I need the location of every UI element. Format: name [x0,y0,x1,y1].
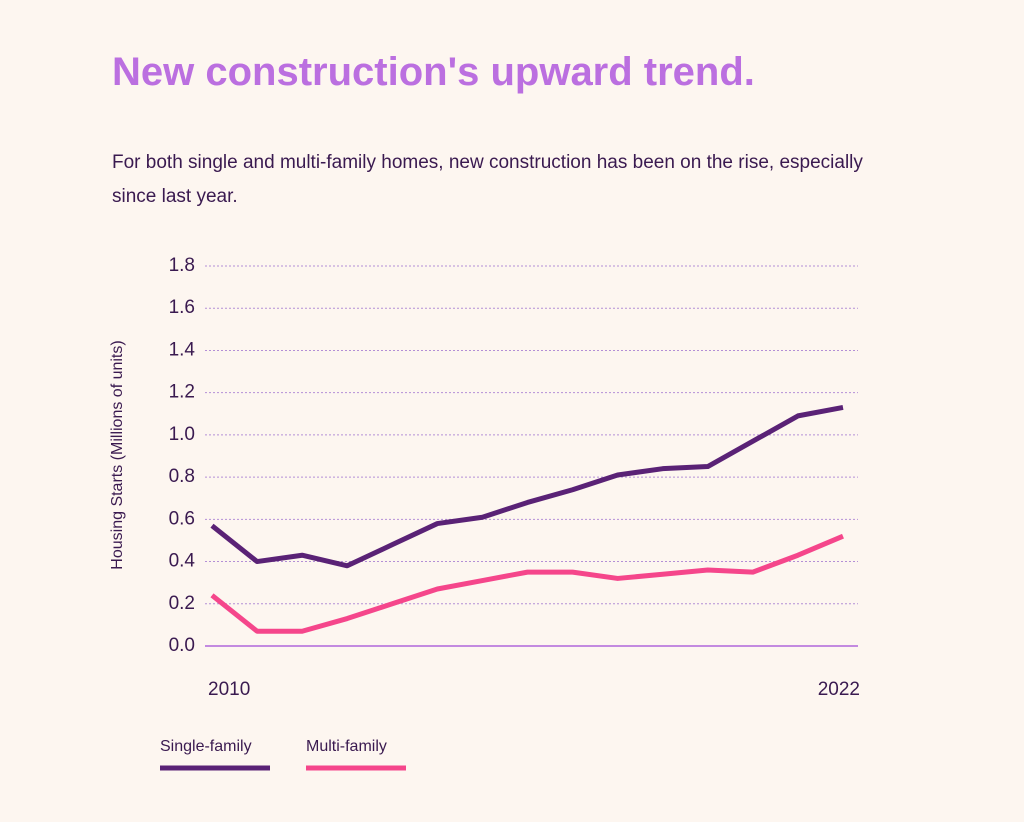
legend-label: Multi-family [306,738,387,755]
y-tick-label: 0.4 [169,551,196,572]
y-tick-label: 1.6 [169,297,195,318]
x-tick-label: 2010 [208,679,250,700]
y-tick-label: 0.6 [169,508,195,529]
y-tick-label: 0.2 [169,593,195,614]
y-tick-label: 1.8 [169,255,195,276]
x-tick-label: 2022 [818,679,860,700]
y-tick-label: 1.2 [169,382,195,403]
line [210,533,844,634]
chart-subtitle: For both single and multi-family homes, … [112,152,863,207]
y-tick-label: 0.0 [169,635,195,656]
y-tick-label: 1.4 [169,339,196,360]
legend-label: Single-family [160,738,252,755]
y-axis-label: Housing Starts (Millions of units) [109,340,126,569]
y-tick-label: 1.0 [169,424,195,445]
y-tick-label: 0.8 [169,466,195,487]
line [210,404,844,569]
chart-title: New construction's upward trend. [112,50,755,94]
